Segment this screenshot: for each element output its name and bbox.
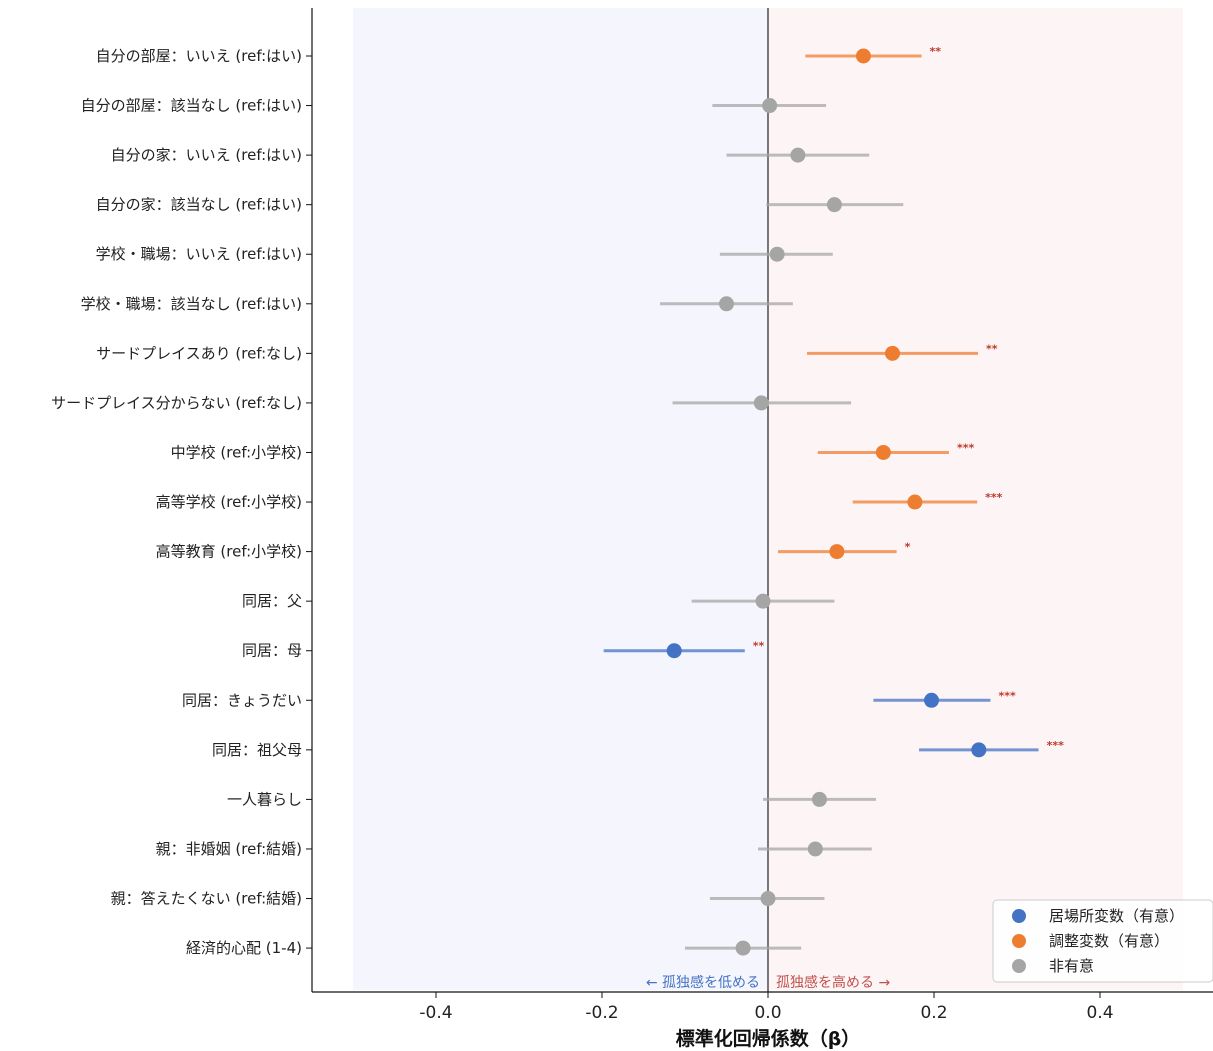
direction-note-right: 孤独感を高める → [776,974,890,991]
coefficient-rows: 自分の部屋：いいえ (ref:はい) ** 自分の部屋：該当なし (ref:はい) 自… [51,45,1064,957]
legend: 居場所変数（有意） 調整変数（有意） 非有意 [992,899,1213,983]
y-tick-label: 同居：父 [242,592,302,610]
axes: -0.4 -0.2 0.0 0.2 0.4 [311,8,1213,1023]
shade-positive-region [768,8,1183,990]
coefficient-row: 同居：祖父母 *** [212,739,1064,759]
coefficient-row: サードプレイスあり (ref:なし) ** [96,342,998,362]
legend-label: 居場所変数（有意） [1049,907,1184,925]
coefficient-row: 中学校 (ref:小学校) *** [171,441,975,461]
coefficient-row: 同居：母 ** [242,640,765,660]
x-tick-label: -0.4 [419,1003,452,1023]
y-tick-label: 学校・職場：該当なし (ref:はい) [81,295,302,313]
coefficient-row: 同居：きょうだい *** [182,689,1016,709]
coefficient-point [769,246,785,262]
coefficient-row: 学校・職場：いいえ (ref:はい) [96,245,833,263]
x-axis-label: 標準化回帰係数（β） [676,1027,861,1050]
coefficient-point [875,444,891,460]
y-tick-label: サードプレイス分からない (ref:なし) [51,394,302,412]
direction-note-left: ← 孤独感を低める [646,974,760,991]
shade-negative-region [353,8,768,990]
significance-marker: *** [985,491,1003,504]
y-tick-label: 同居：祖父母 [212,741,302,759]
x-tick-label: 0.4 [1086,1003,1113,1023]
coefficient-point [755,593,771,609]
coefficient-point [760,891,776,907]
y-tick-label: 自分の部屋：いいえ (ref:はい) [96,47,302,65]
coefficient-row: 自分の家：いいえ (ref:はい) [111,146,870,164]
legend-label: 非有意 [1049,957,1094,975]
y-tick-label: 自分の部屋：該当なし (ref:はい) [81,97,302,115]
coefficient-row: 経済的心配 (1-4) [186,939,802,957]
coefficient-point [826,197,842,213]
coefficient-point [735,940,751,956]
coefficient-point [762,98,778,114]
legend-box [992,899,1213,983]
coefficient-point [753,395,769,411]
y-tick-label: 一人暮らし [227,790,302,808]
coefficient-point [790,147,806,163]
coefficient-row: 親：答えたくない (ref:結婚) [111,890,825,908]
y-tick-label: 同居：きょうだい [182,691,302,709]
coefficient-point [907,494,923,510]
coefficient-row: 自分の部屋：該当なし (ref:はい) [81,97,827,115]
significance-marker: *** [957,441,975,454]
significance-marker: *** [1047,739,1065,752]
coefficient-row: 高等教育 (ref:小学校) * [156,541,911,561]
significance-marker: ** [930,45,942,58]
coefficient-row: 学校・職場：該当なし (ref:はい) [81,295,793,313]
y-tick-label: 親：非婚姻 (ref:結婚) [156,840,302,858]
coefficient-point [719,296,734,312]
coefficient-row: 親：非婚姻 (ref:結婚) [156,840,872,858]
y-tick-label: 学校・職場：いいえ (ref:はい) [96,245,302,263]
y-tick-label: 自分の家：該当なし (ref:はい) [96,196,302,214]
coefficient-point [811,791,827,807]
coefficient-row: サードプレイス分からない (ref:なし) [51,394,851,412]
significance-marker: * [905,541,911,554]
coefficient-point [924,692,940,708]
significance-marker: *** [998,689,1016,702]
coefficient-row: 一人暮らし [227,790,876,808]
shaded-bands [353,8,1183,990]
coefficient-point [855,48,871,64]
coefficient-point [829,544,845,560]
coefficient-point [885,345,900,361]
y-tick-label: 中学校 (ref:小学校) [171,443,302,461]
y-tick-label: 同居：母 [242,642,302,660]
coefficient-row: 自分の部屋：いいえ (ref:はい) ** [96,45,942,65]
y-tick-label: 高等教育 (ref:小学校) [156,543,302,561]
y-tick-label: 経済的心配 (1-4) [186,939,302,957]
y-tick-label: 自分の家：いいえ (ref:はい) [111,146,302,164]
x-tick-label: 0.2 [920,1003,947,1023]
y-tick-label: 親：答えたくない (ref:結婚) [111,890,302,908]
x-tick-label: -0.2 [585,1003,618,1023]
x-tick-label: 0.0 [754,1003,781,1023]
coefficient-point [807,841,823,857]
coefficient-row: 高等学校 (ref:小学校) *** [156,491,1003,511]
y-tick-label: サードプレイスあり (ref:なし) [96,344,302,362]
legend-marker [1012,934,1026,948]
coefficient-point [971,742,987,758]
legend-label: 調整変数（有意） [1049,932,1169,950]
coefficient-point [666,643,682,659]
coefficient-row: 自分の家：該当なし (ref:はい) [96,196,904,214]
legend-marker [1012,909,1026,923]
coefficient-row: 同居：父 [242,592,835,610]
y-tick-label: 高等学校 (ref:小学校) [156,493,302,511]
significance-marker: ** [986,342,998,355]
legend-marker [1012,959,1026,973]
significance-marker: ** [753,640,765,653]
